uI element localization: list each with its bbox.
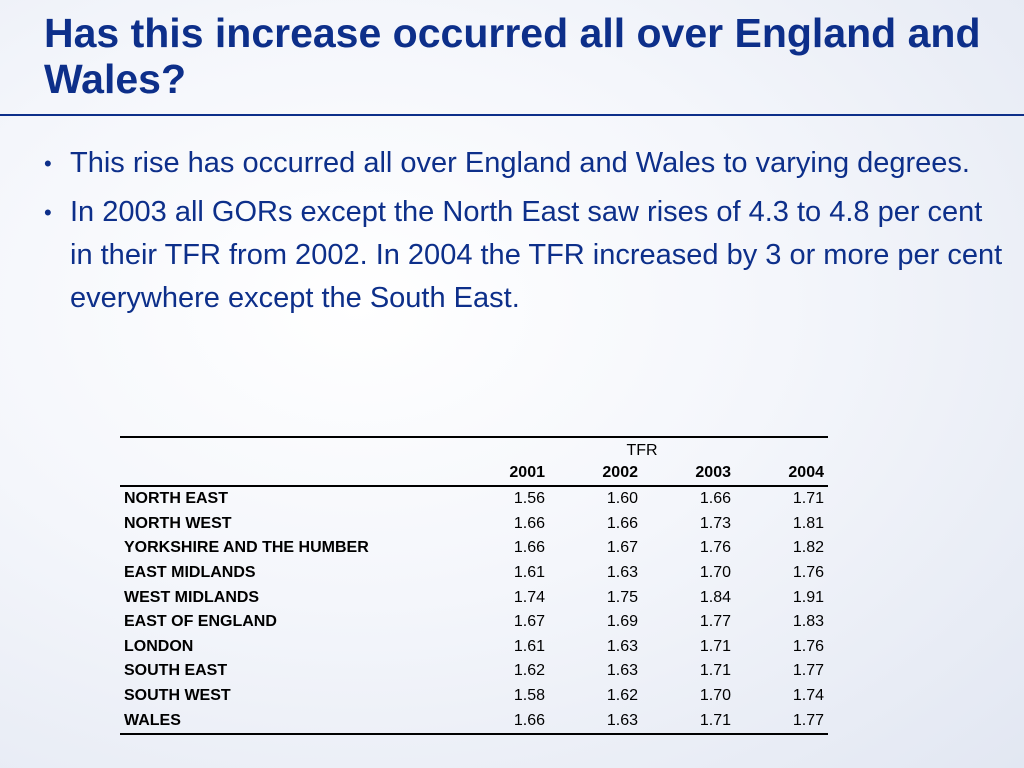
table-row: EAST OF ENGLAND 1.67 1.69 1.77 1.83 <box>120 610 828 635</box>
tfr-value-cell: 1.74 <box>513 588 545 606</box>
slide-title: Has this increase occurred all over Engl… <box>44 10 981 102</box>
tfr-value-cell: 1.63 <box>606 662 638 680</box>
region-cell: YORKSHIRE AND THE HUMBER <box>124 539 369 557</box>
tfr-value-cell: 1.82 <box>792 539 824 557</box>
table-group-header-row: TFR <box>120 436 828 460</box>
table-row: SOUTH WEST 1.58 1.62 1.70 1.74 <box>120 684 828 709</box>
tfr-value-cell: 1.83 <box>792 613 824 631</box>
tfr-value-cell: 1.71 <box>699 662 731 680</box>
tfr-value-cell: 1.66 <box>606 514 638 532</box>
tfr-value-cell: 1.58 <box>513 687 545 705</box>
bullet-item: • This rise has occurred all over Englan… <box>44 142 1004 185</box>
tfr-value-cell: 1.62 <box>513 662 545 680</box>
region-cell: SOUTH WEST <box>124 687 231 705</box>
tfr-value-cell: 1.91 <box>792 588 824 606</box>
bullet-text: This rise has occurred all over England … <box>70 147 970 179</box>
table-row: WEST MIDLANDS 1.74 1.75 1.84 1.91 <box>120 585 828 610</box>
region-cell: EAST MIDLANDS <box>124 564 256 582</box>
tfr-value-cell: 1.81 <box>792 514 824 532</box>
tfr-value-cell: 1.76 <box>699 539 731 557</box>
region-cell: WALES <box>120 708 456 735</box>
bullet-list: • This rise has occurred all over Englan… <box>44 142 1004 326</box>
tfr-group-header: TFR <box>456 436 828 460</box>
tfr-table: TFR 2001 2002 2003 2004 NORTH EAST 1.56 … <box>120 436 828 735</box>
region-cell: NORTH EAST <box>124 490 228 508</box>
tfr-value-cell: 1.66 <box>699 490 731 508</box>
tfr-value-cell: 1.74 <box>792 687 824 705</box>
title-divider <box>0 114 1024 116</box>
tfr-value-cell: 1.67 <box>513 613 545 631</box>
tfr-value-cell: 1.61 <box>513 637 545 655</box>
tfr-value-cell: 1.62 <box>606 687 638 705</box>
table-row: YORKSHIRE AND THE HUMBER 1.66 1.67 1.76 … <box>120 536 828 561</box>
tfr-value-cell: 1.75 <box>606 588 638 606</box>
bullet-text: In 2003 all GORs except the North East s… <box>70 196 1003 314</box>
tfr-value-cell: 1.77 <box>735 708 828 735</box>
tfr-value-cell: 1.63 <box>606 564 638 582</box>
tfr-value-cell: 1.70 <box>699 687 731 705</box>
table-row: WALES 1.66 1.63 1.71 1.77 <box>120 708 828 735</box>
year-header: 2003 <box>642 460 735 487</box>
table-year-header-row: 2001 2002 2003 2004 <box>120 460 828 487</box>
year-header: 2004 <box>735 460 828 487</box>
tfr-value-cell: 1.66 <box>513 514 545 532</box>
tfr-value-cell: 1.76 <box>792 564 824 582</box>
table-row: EAST MIDLANDS 1.61 1.63 1.70 1.76 <box>120 561 828 586</box>
table-corner-cell <box>120 436 456 460</box>
tfr-value-cell: 1.73 <box>699 514 731 532</box>
table-row: LONDON 1.61 1.63 1.71 1.76 <box>120 635 828 660</box>
tfr-value-cell: 1.69 <box>606 613 638 631</box>
tfr-value-cell: 1.76 <box>792 637 824 655</box>
tfr-value-cell: 1.63 <box>606 637 638 655</box>
bullet-item: • In 2003 all GORs except the North East… <box>44 191 1004 320</box>
region-cell: NORTH WEST <box>124 514 232 532</box>
table-body: NORTH EAST 1.56 1.60 1.66 1.71 NORTH WES… <box>120 486 828 735</box>
table-header: TFR 2001 2002 2003 2004 <box>120 436 828 487</box>
table-row: NORTH EAST 1.56 1.60 1.66 1.71 <box>120 486 828 512</box>
year-header: 2001 <box>456 460 549 487</box>
bullet-icon: • <box>44 200 52 225</box>
tfr-value-cell: 1.84 <box>699 588 731 606</box>
tfr-value-cell: 1.71 <box>792 490 824 508</box>
region-cell: EAST OF ENGLAND <box>124 613 277 631</box>
table-row: NORTH WEST 1.66 1.66 1.73 1.81 <box>120 512 828 537</box>
tfr-value-cell: 1.67 <box>606 539 638 557</box>
tfr-value-cell: 1.66 <box>456 708 549 735</box>
table-region-header <box>120 460 456 487</box>
table-row: SOUTH EAST 1.62 1.63 1.71 1.77 <box>120 659 828 684</box>
tfr-value-cell: 1.77 <box>699 613 731 631</box>
tfr-value-cell: 1.71 <box>642 708 735 735</box>
tfr-value-cell: 1.66 <box>513 539 545 557</box>
year-header: 2002 <box>549 460 642 487</box>
region-cell: WEST MIDLANDS <box>124 588 260 606</box>
tfr-value-cell: 1.60 <box>606 490 638 508</box>
tfr-value-cell: 1.77 <box>792 662 824 680</box>
tfr-value-cell: 1.56 <box>513 490 545 508</box>
region-cell: SOUTH EAST <box>124 662 228 680</box>
tfr-value-cell: 1.61 <box>513 564 545 582</box>
bullet-icon: • <box>44 151 52 176</box>
tfr-value-cell: 1.70 <box>699 564 731 582</box>
tfr-value-cell: 1.63 <box>549 708 642 735</box>
region-cell: LONDON <box>124 637 194 655</box>
tfr-value-cell: 1.71 <box>699 637 731 655</box>
